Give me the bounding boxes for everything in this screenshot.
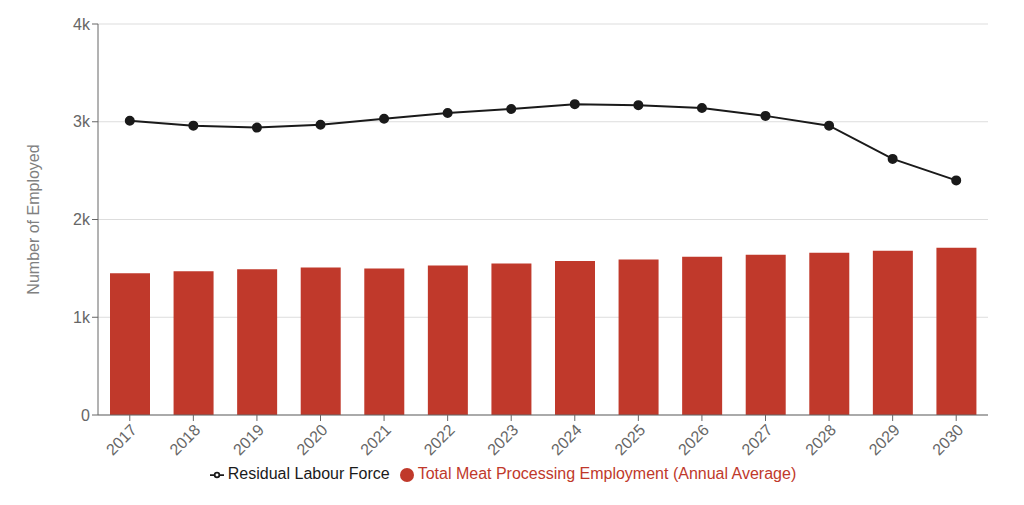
svg-text:2017: 2017 <box>103 421 140 458</box>
svg-text:2018: 2018 <box>166 421 203 458</box>
svg-text:1k: 1k <box>73 309 91 326</box>
svg-text:2022: 2022 <box>421 421 458 458</box>
html-text:Residual Labour Force: Residual Labour Force <box>227 465 390 482</box>
svg-text:2k: 2k <box>73 211 91 228</box>
svg-text:2025: 2025 <box>611 421 648 458</box>
svg-text:3k: 3k <box>73 113 91 130</box>
svg-text:2029: 2029 <box>866 421 903 458</box>
svg-text:2027: 2027 <box>738 421 775 458</box>
svg-text:2028: 2028 <box>802 421 839 458</box>
svg-text:2030: 2030 <box>929 421 966 458</box>
svg-text:2024: 2024 <box>548 421 585 458</box>
svg-text:2019: 2019 <box>230 421 267 458</box>
svg-text:0: 0 <box>81 407 90 424</box>
svg-text:2020: 2020 <box>293 421 330 458</box>
svg-text:2026: 2026 <box>675 421 712 458</box>
svg-text:Number of Employed: Number of Employed <box>25 144 42 294</box>
html-text:Total Meat Processing Employme: Total Meat Processing Employment (Annual… <box>417 465 797 482</box>
svg-text:4k: 4k <box>73 16 91 33</box>
svg-text:2021: 2021 <box>357 421 394 458</box>
svg-text:2023: 2023 <box>484 421 521 458</box>
